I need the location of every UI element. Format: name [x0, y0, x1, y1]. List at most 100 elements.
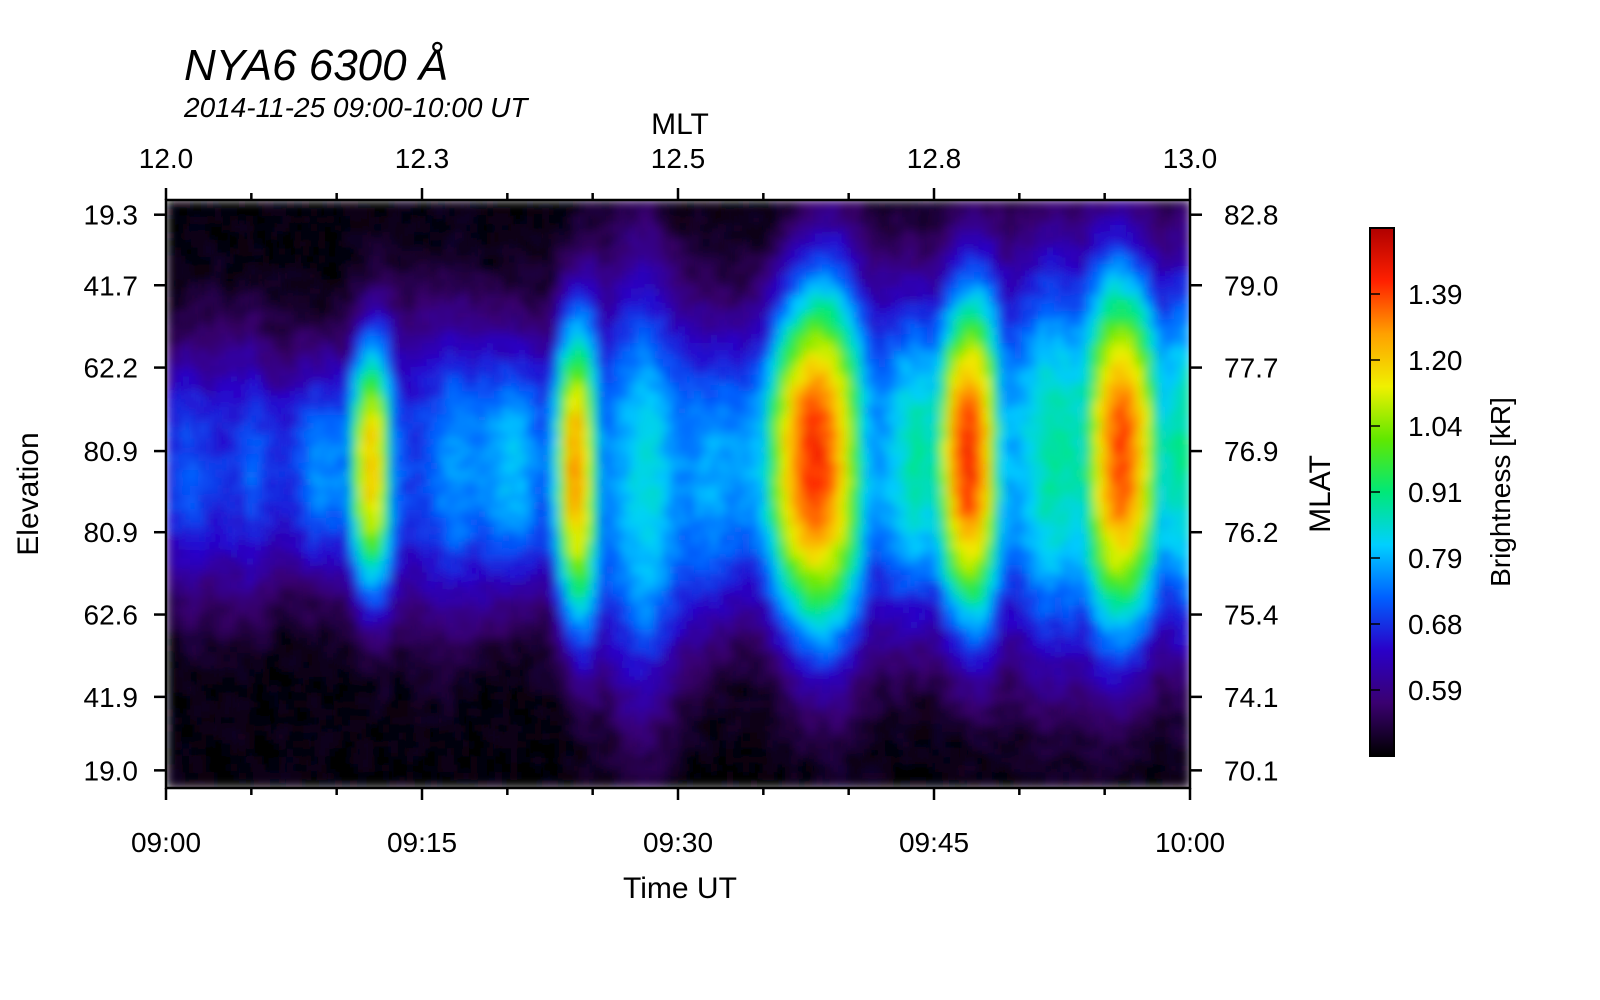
heatmap-cell: [414, 295, 423, 305]
heatmap-cell: [510, 462, 519, 471]
heatmap-cell: [294, 350, 303, 360]
heatmap-cell: [182, 660, 191, 670]
heatmap-cell: [302, 462, 311, 471]
heatmap-cell: [326, 247, 335, 257]
heatmap-cell: [638, 621, 647, 630]
heatmap-cell: [550, 366, 559, 376]
heatmap-cell: [486, 597, 495, 607]
heatmap-cell: [326, 374, 335, 384]
heatmap-cell: [582, 660, 591, 670]
heatmap-cell: [598, 215, 607, 225]
heatmap-cell: [278, 454, 287, 464]
heatmap-cell: [478, 462, 487, 471]
heatmap-cell: [686, 740, 695, 750]
heatmap-cell: [182, 247, 191, 257]
heatmap-cell: [206, 486, 215, 495]
heatmap-cell: [198, 200, 207, 209]
heatmap-cell: [670, 486, 679, 495]
heatmap-cell: [518, 644, 527, 654]
heatmap-cell: [462, 390, 471, 400]
heatmap-cell: [166, 501, 175, 511]
heatmap-cell: [382, 525, 391, 535]
heatmap-cell: [222, 748, 231, 758]
heatmap-cell: [462, 700, 471, 710]
heatmap-cell: [374, 215, 383, 225]
heatmap-cell: [398, 239, 407, 249]
heatmap-cell: [502, 525, 511, 535]
heatmap-cell: [310, 700, 319, 710]
heatmap-cell: [246, 660, 255, 670]
heatmap-cell: [230, 724, 239, 734]
heatmap-cell: [534, 486, 543, 495]
heatmap-cell: [678, 629, 687, 638]
heatmap-cell: [342, 215, 351, 225]
heatmap-cell: [558, 629, 567, 638]
heatmap-cell: [542, 343, 551, 352]
heatmap-cell: [542, 557, 551, 567]
heatmap-cell: [302, 231, 311, 241]
heatmap-cell: [222, 263, 231, 273]
heatmap-cell: [662, 740, 671, 750]
heatmap-cell: [174, 676, 183, 686]
heatmap-cell: [190, 462, 199, 471]
heatmap-cell: [526, 470, 535, 479]
heatmap-cell: [446, 581, 455, 591]
heatmap-cell: [198, 652, 207, 662]
heatmap-cell: [174, 748, 183, 758]
heatmap-cell: [382, 470, 391, 479]
heatmap-cell: [422, 295, 431, 305]
heatmap-cell: [190, 740, 199, 750]
heatmap-cell: [502, 271, 511, 281]
heatmap-cell: [486, 486, 495, 495]
heatmap-cell: [318, 374, 327, 384]
heatmap-cell: [206, 501, 215, 511]
heatmap-cell: [318, 279, 327, 289]
heatmap-cell: [486, 462, 495, 471]
heatmap-cell: [598, 311, 607, 320]
heatmap-cell: [422, 215, 431, 225]
heatmap-cell: [534, 652, 543, 662]
heatmap-cell: [526, 684, 535, 694]
heatmap-cell: [390, 343, 399, 352]
heatmap-cell: [590, 668, 599, 678]
heatmap-cell: [670, 374, 679, 384]
heatmap-cell: [430, 525, 439, 535]
heatmap-cell: [206, 200, 215, 209]
heatmap-cell: [246, 708, 255, 718]
heatmap-cell: [654, 438, 663, 448]
heatmap-cell: [350, 748, 359, 758]
heatmap-cell: [174, 295, 183, 305]
heatmap-cell: [214, 637, 223, 646]
heatmap-cell: [486, 390, 495, 400]
heatmap-cell: [206, 772, 215, 781]
heatmap-cell: [286, 398, 295, 408]
heatmap-cell: [238, 509, 247, 519]
heatmap-cell: [254, 652, 263, 662]
heatmap-cell: [350, 732, 359, 742]
heatmap-cell: [654, 414, 663, 424]
heatmap-cell: [606, 549, 615, 559]
heatmap-image: [166, 200, 1190, 788]
heatmap-cell: [478, 295, 487, 305]
heatmap-cell: [294, 501, 303, 511]
heatmap-cell: [670, 605, 679, 614]
heatmap-cell: [678, 565, 687, 575]
heatmap-cell: [214, 565, 223, 575]
heatmap-cell: [278, 740, 287, 750]
heatmap-cell: [574, 565, 583, 575]
heatmap-cell: [438, 311, 447, 320]
heatmap-cell: [382, 382, 391, 392]
heatmap-cell: [534, 287, 543, 297]
heatmap-cell: [310, 668, 319, 678]
heatmap-cell: [582, 486, 591, 495]
heatmap-cell: [486, 247, 495, 257]
heatmap-cell: [454, 708, 463, 718]
heatmap-cell: [254, 541, 263, 551]
heatmap-cell: [494, 343, 503, 352]
heatmap-cell: [526, 613, 535, 622]
heatmap-cell: [670, 446, 679, 456]
heatmap-cell: [510, 319, 519, 328]
heatmap-cell: [398, 668, 407, 678]
heatmap-cell: [542, 462, 551, 471]
heatmap-cell: [230, 772, 239, 781]
